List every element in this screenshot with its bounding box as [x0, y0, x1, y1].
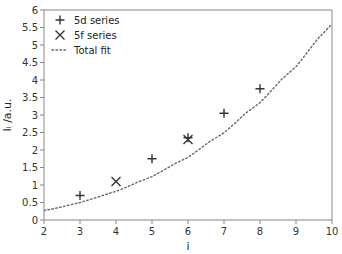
x-tick-label: 4: [113, 226, 119, 237]
x-tick: [116, 220, 117, 224]
y-tick: [40, 220, 44, 221]
y-tick-label: 1.5: [22, 162, 38, 173]
x-axis-label: i: [186, 240, 189, 253]
x-tick-label: 5: [149, 226, 155, 237]
y-tick: [40, 10, 44, 11]
x-tick-label: 3: [77, 226, 83, 237]
y-tick: [40, 80, 44, 81]
x-tick-label: 6: [185, 226, 191, 237]
y-tick-label: 3: [32, 110, 38, 121]
x-tick: [80, 220, 81, 224]
y-tick: [40, 132, 44, 133]
y-tick-label: 1: [32, 180, 38, 191]
y-tick-label: 0.5: [22, 197, 38, 208]
plot-area: [44, 24, 332, 211]
legend: 5d series 5f series Total fit: [52, 15, 120, 56]
legend-swatch: [56, 31, 65, 40]
point: [184, 135, 193, 144]
legend-swatch: [56, 16, 65, 25]
y-tick: [40, 167, 44, 168]
point: [220, 109, 229, 118]
x-tick-label: 7: [221, 226, 227, 237]
y-tick: [40, 185, 44, 186]
y-tick-label: 4.5: [22, 57, 38, 68]
point: [184, 133, 193, 142]
y-tick-label: 0: [32, 215, 38, 226]
y-tick-label: 5: [32, 40, 38, 51]
x-tick: [224, 220, 225, 224]
legend-swatch: [52, 49, 68, 50]
axes: 2 3 4 5 6 7 8 9 10 0 0.5 1 1.5 2 2.5 3 3.5 4 4.5 5 5.5 6: [22, 5, 338, 238]
y-tick: [40, 97, 44, 98]
y-tick: [40, 62, 44, 63]
y-tick: [40, 27, 44, 28]
point: [256, 84, 265, 93]
y-tick-label: 2.5: [22, 127, 38, 138]
y-tick: [40, 115, 44, 116]
legend-label: 5f series: [74, 30, 117, 41]
y-tick: [40, 45, 44, 46]
x-tick-label: 9: [293, 226, 299, 237]
y-tick-label: 6: [32, 5, 38, 16]
plot-frame: [44, 10, 332, 220]
x-tick-label: 8: [257, 226, 263, 237]
chart: 2 3 4 5 6 7 8 9 10 0 0.5 1 1.5 2 2.5 3 3.5 4 4.5 5 5.5 6 i Iᵢ /…: [0, 0, 342, 254]
point: [76, 191, 85, 200]
x-tick: [296, 220, 297, 224]
legend-label: Total fit: [73, 45, 111, 56]
y-tick-label: 5.5: [22, 22, 38, 33]
y-tick-label: 4: [32, 75, 38, 86]
y-tick: [40, 150, 44, 151]
x-tick-label: 10: [326, 226, 339, 237]
legend-label: 5d series: [74, 15, 120, 26]
point: [148, 154, 157, 163]
fit-line: [44, 24, 332, 211]
y-tick-label: 3.5: [22, 92, 38, 103]
y-tick-label: 2: [32, 145, 38, 156]
x-tick: [44, 220, 45, 224]
point: [112, 177, 121, 186]
x-tick: [332, 220, 333, 224]
y-tick: [40, 202, 44, 203]
x-tick: [152, 220, 153, 224]
y-axis-label: Iᵢ /a.u.: [1, 98, 14, 131]
x-tick: [188, 220, 189, 224]
x-tick-label: 2: [41, 226, 47, 237]
x-tick: [260, 220, 261, 224]
